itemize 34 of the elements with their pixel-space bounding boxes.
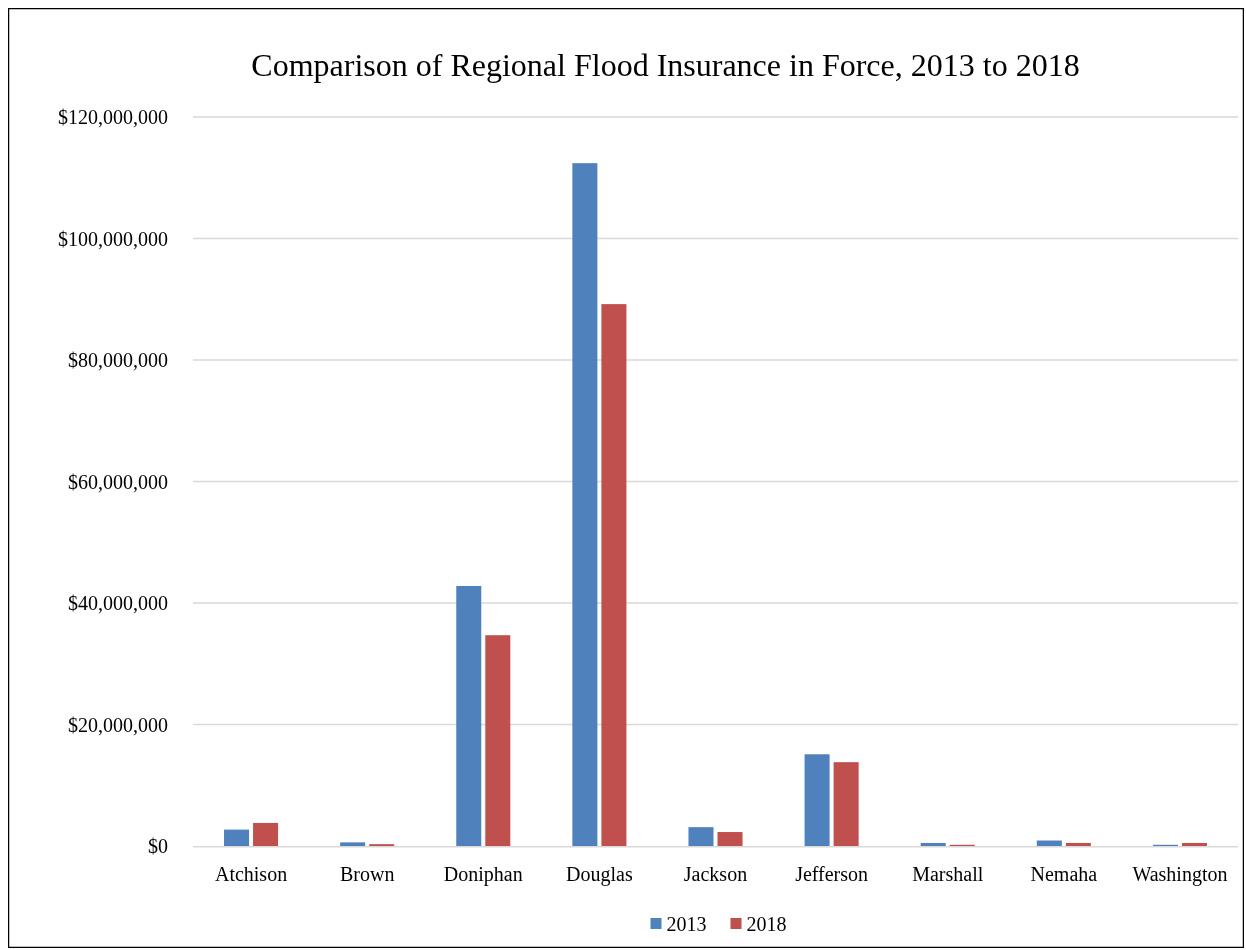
y-tick-label: $100,000,000 bbox=[58, 227, 168, 250]
bar bbox=[1036, 840, 1062, 846]
x-tick-label: Washington bbox=[1132, 863, 1228, 886]
x-tick-label: Atchison bbox=[214, 863, 288, 885]
bar bbox=[485, 635, 511, 846]
bar bbox=[688, 827, 714, 846]
x-tick-label: Jefferson bbox=[795, 863, 869, 885]
bar bbox=[572, 163, 598, 846]
bar bbox=[804, 754, 830, 846]
x-tick-label: Marshall bbox=[912, 863, 984, 885]
x-tick-label: Jackson bbox=[683, 863, 748, 885]
bar bbox=[833, 762, 859, 846]
y-tick-label: $80,000,000 bbox=[68, 349, 168, 371]
legend-label: 2013 bbox=[666, 913, 707, 935]
y-tick-label: $40,000,000 bbox=[68, 592, 168, 614]
bar bbox=[717, 832, 743, 846]
bar bbox=[920, 842, 946, 846]
bar bbox=[456, 585, 482, 846]
bar bbox=[1181, 842, 1207, 846]
y-tick-label: $120,000,000 bbox=[58, 106, 168, 128]
chart-title: Comparison of Regional Flood Insurance in Force, 2013 to 2018 bbox=[251, 47, 1080, 83]
x-tick-label: Doniphan bbox=[443, 863, 523, 886]
bar bbox=[253, 822, 279, 846]
x-tick-label: Brown bbox=[339, 863, 395, 885]
bar bbox=[601, 304, 627, 846]
y-tick-label: $60,000,000 bbox=[68, 470, 168, 493]
x-tick-label: Douglas bbox=[566, 863, 633, 886]
legend-label: 2018 bbox=[746, 913, 787, 935]
bar bbox=[340, 842, 366, 846]
bar bbox=[1065, 842, 1091, 846]
y-tick-label: $0 bbox=[148, 835, 168, 857]
bar bbox=[224, 829, 250, 846]
y-tick-label: $20,000,000 bbox=[68, 713, 168, 736]
x-tick-label: Nemaha bbox=[1030, 863, 1098, 885]
